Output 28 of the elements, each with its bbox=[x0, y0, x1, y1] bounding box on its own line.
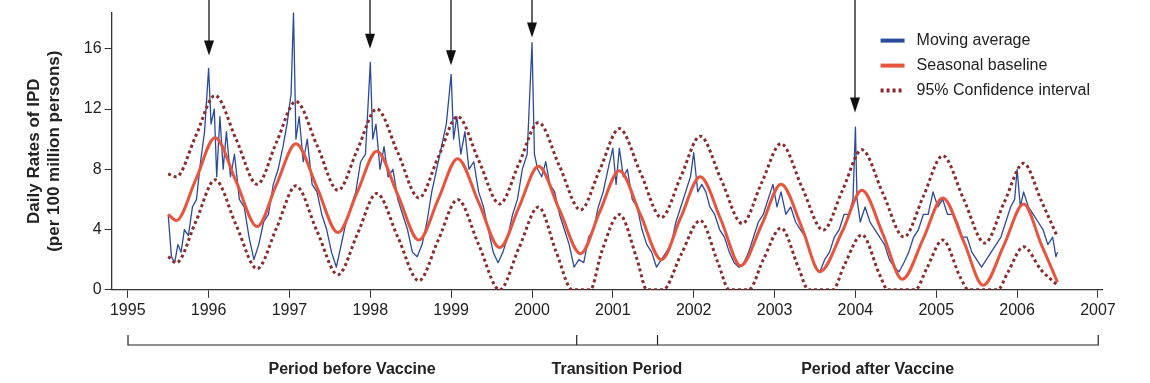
line-series bbox=[166, 178, 1060, 290]
x-tick-label: 2007 bbox=[1080, 300, 1116, 318]
x-tick-label: 1998 bbox=[352, 300, 389, 318]
legend-label: Seasonal baseline bbox=[916, 56, 1048, 74]
x-tick-label: 1997 bbox=[271, 300, 308, 318]
text: Period after Vaccine bbox=[801, 360, 955, 378]
y-tick-label: 12 bbox=[83, 99, 102, 117]
legend-label: 95% Confidence interval bbox=[916, 81, 1090, 99]
x-tick-label: 2006 bbox=[999, 300, 1036, 318]
y-tick-label: 16 bbox=[83, 39, 102, 57]
line-series bbox=[166, 93, 1060, 245]
legend-label: Moving average bbox=[916, 31, 1031, 49]
x-tick-label: 2000 bbox=[514, 300, 550, 318]
y-tick-label: 4 bbox=[92, 219, 102, 237]
x-tick-label: 2003 bbox=[756, 300, 793, 318]
x-tick-label: 2002 bbox=[675, 300, 712, 318]
x-tick-label: 1996 bbox=[190, 300, 227, 318]
text: Period before Vaccine bbox=[268, 360, 436, 378]
x-tick-label: 2001 bbox=[595, 300, 631, 318]
y-axis-title: Daily Rates of IPD (per 100 million persons) bbox=[23, 50, 64, 252]
x-tick-label: 2005 bbox=[918, 300, 955, 318]
x-tick-label: 2004 bbox=[837, 300, 874, 318]
line-series bbox=[166, 136, 1060, 287]
x-tick-label: 1995 bbox=[109, 300, 146, 318]
text: Transition Period bbox=[551, 360, 683, 378]
y-tick-label: 8 bbox=[92, 159, 102, 177]
y-tick-label: 0 bbox=[92, 280, 102, 298]
x-tick-label: 1999 bbox=[433, 300, 470, 318]
